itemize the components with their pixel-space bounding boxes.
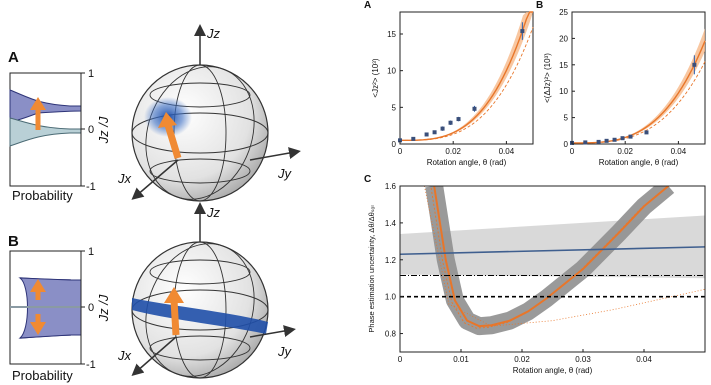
y-tick-label: 5 [392,103,397,112]
x-axis-label: Rotation angle, θ (rad) [599,158,679,167]
yaxis-label-a: Jz /J [96,116,111,144]
plot-frame [399,11,534,145]
data-point [612,137,617,142]
x-tick-label: 0.04 [671,147,687,156]
confidence-band [400,12,533,141]
data-point [583,140,588,145]
data-point [520,29,525,34]
data-point [472,106,477,111]
x-tick-label: 0 [398,147,403,156]
left-panel-a: A 1 0 -1 Jz /J Probability [8,49,111,203]
chart-c: C 0.8 1.0 1.2 1.4 1.6 0 0.01 0.02 0.03 0.04 Rotatio… [364,174,706,375]
orange-curve [433,186,670,328]
axis-label-jy-b: Jy [277,344,293,359]
x-tick-label: 0.02 [445,147,461,156]
y-tick-label: 10 [559,87,568,96]
yaxis-label-b: Jz /J [96,294,111,322]
fit-curve [399,11,533,142]
tick-minus1-a: -1 [86,181,96,193]
y-axis-label: <(ΔJz)²> (10³) [543,53,552,103]
data-point [596,139,601,144]
data-point [644,130,649,135]
bloch-sphere-a: Jz Jx Jy [117,24,301,202]
y-axis-label: <Jz²> (10³) [371,58,380,97]
chart-a: A 0 5 10 15 0 0.02 0.04 Rotation angle, θ (rad) <… [364,0,534,167]
x-axis-label: Rotation angle, θ (rad) [427,158,507,167]
tick-0-b: 0 [88,302,94,314]
model-curve [399,26,534,141]
x-tick-label: 0.04 [499,147,515,156]
y-tick-label: 20 [559,34,568,43]
x-axis-label: Rotation angle, θ (rad) [513,366,593,375]
axis-label-jy-a: Jy [277,166,293,181]
y-tick-label: 25 [559,8,568,17]
blue-line [400,246,705,256]
axis-label-jz-b: Jz [206,205,221,220]
prob-label-a: Probability [12,188,73,203]
tick-minus1-b: -1 [86,359,96,371]
data-point [424,132,429,137]
data-point [398,138,402,143]
data-point [456,117,461,122]
x-tick-label: 0.04 [636,355,652,364]
x-tick-label: 0 [570,147,575,156]
fit-curve [571,40,706,144]
y-tick-label: 5 [564,114,569,123]
data-point [448,120,453,125]
plot-frame [571,11,706,145]
tick-1-b: 1 [88,246,94,258]
data-point [628,134,633,139]
panel-label: B [536,0,543,11]
data-point [604,138,609,143]
panel-b-label: B [8,233,19,250]
axis-label-jx-b: Jx [117,348,132,363]
data-point [411,136,416,141]
left-panel-b: B 1 0 -1 Jz /J Probability [8,233,111,383]
data-point [432,130,437,135]
data-point [692,62,697,67]
x-tick-label: 0.02 [617,147,633,156]
panel-label: A [364,0,371,11]
model-curve [571,61,706,144]
y-axis-label: Phase estimation uncertainty, Δθ/Δθₛₒₗ [367,205,376,332]
panel-label: C [364,174,371,185]
x-tick-label: 0 [398,355,403,364]
plot-frame [399,185,706,353]
x-tick-label: 0.01 [453,355,469,364]
bloch-sphere-b: Jz Jx Jy [117,202,296,379]
y-tick-label: 0.8 [385,330,397,339]
y-tick-label: 1.2 [385,256,397,265]
panel-a-label: A [8,49,19,66]
y-tick-label: 0 [392,140,397,149]
tick-1-a: 1 [88,68,94,80]
y-tick-label: 1.0 [385,293,397,302]
prob-label-b: Probability [12,368,73,383]
axis-label-jz-a: Jz [206,26,221,41]
axis-label-jx-a: Jx [117,171,132,186]
y-tick-label: 15 [387,30,396,39]
x-tick-label: 0.02 [514,355,530,364]
distribution-upper [9,89,82,123]
y-tick-label: 0 [564,140,569,149]
y-tick-label: 1.6 [385,182,397,191]
y-tick-label: 15 [559,61,568,70]
chart-b: B 0 5 10 15 20 25 0 0.02 0.04 Rotation angle, θ (r… [536,0,706,167]
distribution-lower [9,117,82,147]
confidence-band [572,28,705,143]
data-point [440,126,445,131]
x-tick-label: 0.03 [575,355,591,364]
data-point [620,136,625,141]
y-tick-label: 10 [387,67,396,76]
y-tick-label: 1.4 [385,219,397,228]
tick-0-a: 0 [88,124,94,136]
